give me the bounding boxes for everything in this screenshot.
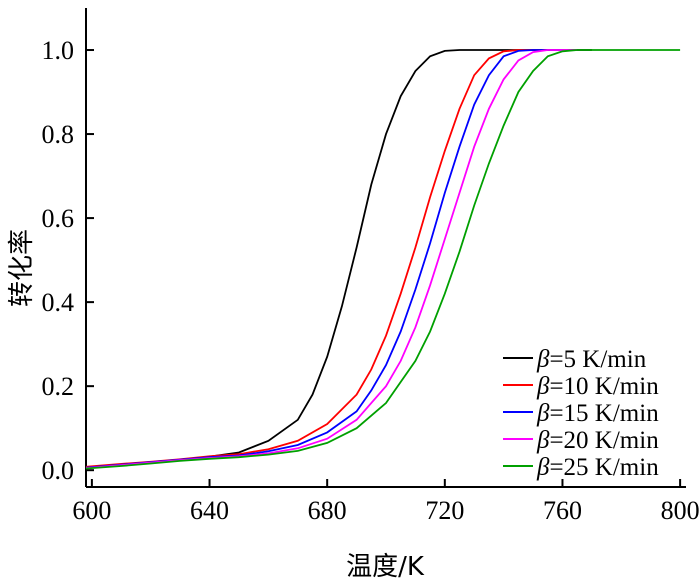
y-tick-label: 0.4: [42, 288, 75, 317]
series-group: [85, 49, 681, 470]
x-tick-label: 680: [308, 496, 347, 525]
legend-label-3: β=15 K/min: [536, 400, 659, 427]
legend-label-1: β=5 K/min: [536, 346, 647, 373]
legend-rate: =20 K/min: [549, 427, 659, 454]
y-tick-label: 0.6: [42, 204, 75, 233]
legend-rate: =5 K/min: [549, 346, 646, 373]
series-line-3: [85, 49, 563, 469]
series-line-2: [85, 49, 563, 468]
y-axis-title: 转化率: [7, 229, 37, 307]
series-line-4: [85, 49, 578, 469]
x-axis-title: 温度/K: [346, 552, 425, 582]
legend-beta: β: [536, 373, 550, 400]
x-tick-label: 640: [190, 496, 229, 525]
x-tick-label: 760: [543, 496, 582, 525]
series-line-1: [85, 49, 592, 469]
legend-beta: β: [536, 346, 550, 373]
legend-rate: =15 K/min: [549, 400, 659, 427]
x-tick-label: 600: [72, 496, 111, 525]
axes: [85, 8, 686, 488]
legend-label-5: β=25 K/min: [536, 454, 659, 481]
x-tick-label: 800: [661, 496, 700, 525]
series-line-5: [85, 49, 681, 470]
legend-beta: β: [536, 400, 550, 427]
legend-beta: β: [536, 427, 550, 454]
y-tick-label: 0.2: [42, 372, 75, 401]
legend-beta: β: [536, 454, 550, 481]
legend-label-4: β=20 K/min: [536, 427, 659, 454]
legend-rate: =10 K/min: [549, 373, 659, 400]
legend-rate: =25 K/min: [549, 454, 659, 481]
y-tick-label: 0.8: [42, 120, 75, 149]
y-tick-label: 0.0: [42, 456, 75, 485]
legend-label-2: β=10 K/min: [536, 373, 659, 400]
ticks: 600 640 680 720 760 800 0.0 0.2 0.4 0.6 0.8 1.0: [42, 36, 700, 525]
x-tick-label: 720: [425, 496, 464, 525]
y-tick-label: 1.0: [42, 36, 75, 65]
